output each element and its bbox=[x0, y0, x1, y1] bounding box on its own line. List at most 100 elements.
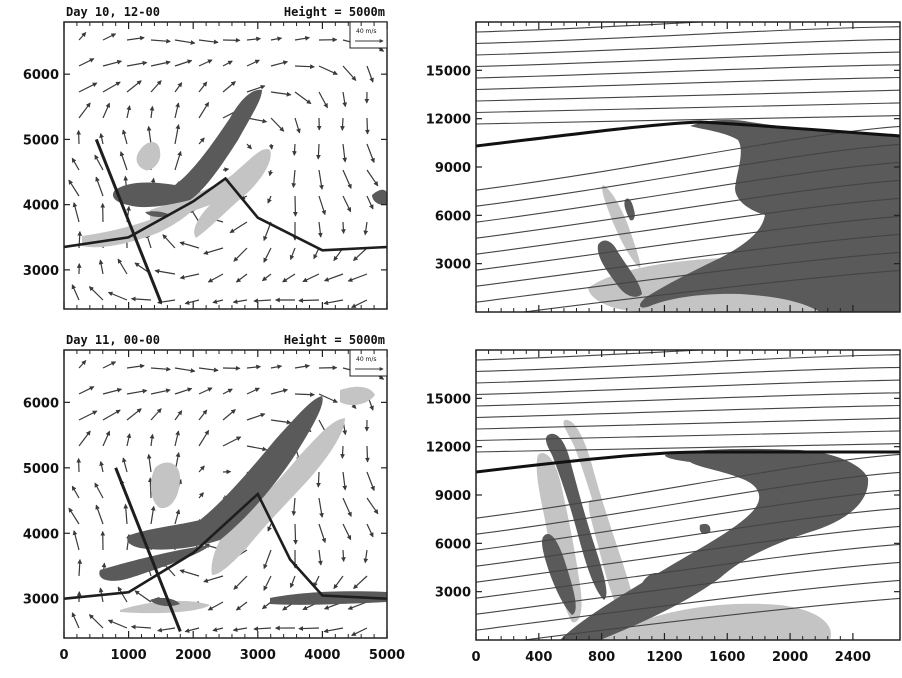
wind-arrow bbox=[347, 273, 368, 282]
isentrope-line bbox=[476, 26, 900, 45]
wind-arrow bbox=[99, 132, 104, 145]
wind-arrow bbox=[292, 143, 297, 156]
wind-arrow bbox=[246, 364, 262, 370]
wind-arrow bbox=[146, 125, 152, 145]
shading-top-left bbox=[82, 89, 387, 248]
wind-arrow bbox=[298, 298, 320, 303]
front-curve-bottom-left bbox=[64, 491, 387, 600]
wind-arrow bbox=[88, 286, 104, 301]
wind-arrow bbox=[119, 151, 128, 171]
y-tick-label: 6000 bbox=[435, 209, 471, 224]
wind-arrow bbox=[126, 80, 142, 93]
wind-arrow bbox=[198, 137, 205, 145]
isentrope-line bbox=[476, 38, 900, 56]
wind-arrow bbox=[270, 36, 283, 42]
wind-arrow bbox=[78, 410, 98, 421]
front-curve-top-left bbox=[64, 176, 387, 252]
y-tick-label: 4000 bbox=[23, 527, 59, 542]
panel-bottom-left: 40 m/s Day 11, 00-00 Height = 5000m 3000… bbox=[23, 333, 405, 663]
wind-arrow bbox=[267, 195, 272, 204]
isentrope-line bbox=[476, 354, 900, 373]
isentrope-line bbox=[476, 64, 900, 79]
wind-arrow bbox=[291, 169, 297, 189]
wind-arrow bbox=[149, 433, 155, 447]
wind-arrow bbox=[222, 409, 236, 421]
y-tick-label: 6000 bbox=[435, 537, 471, 552]
wind-arrow bbox=[174, 387, 193, 395]
wind-arrow bbox=[366, 471, 375, 492]
wind-arrow bbox=[107, 619, 128, 629]
y-tick-label: 5000 bbox=[23, 133, 59, 148]
isentrope-line bbox=[476, 392, 900, 407]
wind-arrow bbox=[342, 471, 348, 491]
wind-arrow bbox=[222, 436, 242, 447]
wind-arrow bbox=[294, 64, 315, 70]
wind-arrow bbox=[294, 392, 315, 398]
wind-arrow bbox=[233, 247, 248, 262]
dark-shade-region bbox=[560, 448, 869, 640]
wind-arrow bbox=[246, 59, 260, 67]
tropopause-line-top-right bbox=[476, 120, 900, 148]
isentrope-line bbox=[476, 417, 900, 430]
dark-shade-region bbox=[545, 433, 607, 600]
cross-section-line-top-left bbox=[94, 138, 163, 304]
ref-vector-box-bottom-left: 40 m/s bbox=[349, 349, 388, 377]
wind-arrow bbox=[246, 387, 260, 395]
wind-arrow bbox=[102, 102, 111, 119]
axes-top-left: 3000 4000 5000 6000 bbox=[23, 22, 388, 309]
wind-arrow bbox=[102, 59, 123, 67]
isentrope-line bbox=[476, 350, 712, 361]
wind-arrow bbox=[268, 143, 274, 150]
wind-arrow bbox=[162, 234, 176, 249]
wind-arrow bbox=[146, 453, 152, 473]
isentrope-line bbox=[476, 76, 900, 91]
plot-frame-bottom-left bbox=[63, 349, 388, 639]
wind-arrow bbox=[126, 388, 148, 395]
wind-arrow bbox=[77, 558, 83, 577]
wind-arrow bbox=[318, 91, 328, 109]
wind-arrow bbox=[342, 169, 352, 190]
light-shade-region bbox=[150, 149, 271, 238]
dark-shade-region bbox=[127, 396, 323, 550]
y-tick-label: 9000 bbox=[435, 161, 471, 176]
wind-arrow bbox=[232, 299, 248, 304]
panel-title-left: Day 11, 00-00 bbox=[66, 333, 160, 347]
wind-arrow bbox=[317, 221, 323, 238]
wind-arrow bbox=[98, 259, 104, 275]
wind-arrow bbox=[150, 38, 172, 44]
wind-arrow bbox=[298, 626, 320, 631]
wind-arrow bbox=[253, 298, 272, 304]
wind-arrow bbox=[174, 367, 196, 373]
wind-arrow bbox=[94, 154, 104, 171]
wind-arrow bbox=[246, 412, 266, 421]
wind-arrow bbox=[198, 81, 208, 93]
x-tick-label: 4000 bbox=[304, 648, 340, 663]
isentrope-line bbox=[476, 543, 900, 599]
wind-arrow bbox=[71, 284, 80, 301]
panel-title-right: Height = 5000m bbox=[284, 333, 385, 347]
isentrope-line bbox=[476, 197, 900, 255]
axes-bottom-left: 3000 4000 5000 6000 0 1000 2000 3000 4000 5000 bbox=[23, 350, 405, 663]
panel-top-left: 40 m/s Day 10, 12-00 Height = 5000m 3000… bbox=[23, 5, 388, 310]
wind-arrow bbox=[270, 60, 289, 67]
wind-arrow bbox=[313, 247, 320, 260]
axes-bottom-right: 3000 6000 9000 12000 15000 0 400 800 1200 1600 200… bbox=[426, 350, 900, 665]
wind-arrow bbox=[323, 273, 344, 282]
ref-vector-label: 40 m/s bbox=[356, 356, 377, 363]
wind-arrow bbox=[366, 523, 374, 538]
wind-arrow bbox=[232, 627, 248, 632]
wind-arrow bbox=[150, 366, 172, 372]
wind-arrow bbox=[222, 388, 233, 395]
wind-arrow bbox=[174, 509, 181, 525]
x-tick-label: 5000 bbox=[369, 648, 405, 663]
wind-arrow bbox=[117, 258, 128, 275]
isentrope-line bbox=[476, 233, 900, 287]
dark-shade-region bbox=[597, 240, 642, 297]
isentrope-line bbox=[476, 561, 900, 615]
wind-arrow bbox=[147, 477, 153, 499]
wind-arrow bbox=[342, 91, 348, 108]
wind-arrow bbox=[366, 195, 374, 210]
vector-field-top-left bbox=[68, 32, 385, 308]
wind-arrow bbox=[267, 523, 272, 532]
